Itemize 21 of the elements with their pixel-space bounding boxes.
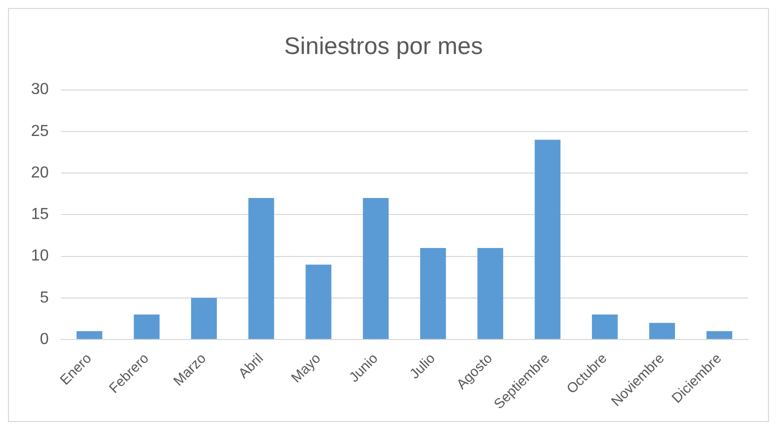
bar (706, 331, 732, 339)
y-tick-label: 20 (31, 164, 49, 182)
chart-title: Siniestros por mes (284, 33, 483, 60)
x-tick-label: Julio (406, 350, 438, 382)
y-tick-label: 10 (31, 248, 49, 265)
bar (420, 248, 446, 339)
y-tick-label: 15 (31, 206, 49, 224)
y-tick-label: 25 (31, 122, 49, 140)
bar (362, 198, 389, 339)
bar (592, 314, 618, 339)
bar (534, 140, 560, 339)
bar (76, 331, 102, 339)
y-tick-label: 0 (40, 330, 49, 348)
bar (134, 314, 160, 339)
bar (306, 264, 332, 339)
bar (477, 248, 504, 339)
y-tick-label: 5 (40, 289, 49, 306)
y-tick-label: 30 (31, 81, 49, 98)
bar (248, 198, 274, 339)
bar (191, 298, 217, 339)
bar (649, 322, 675, 339)
